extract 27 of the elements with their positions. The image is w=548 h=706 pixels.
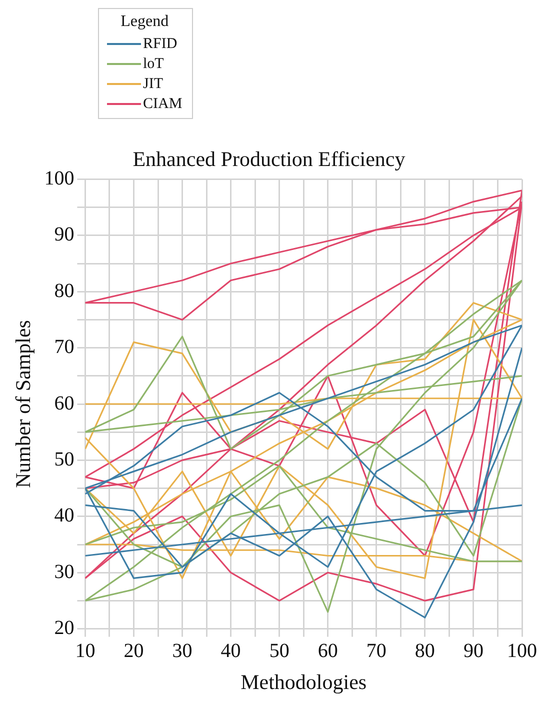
- x-tick-label: 70: [366, 640, 386, 662]
- chart-title: Enhanced Production Efficiency: [132, 147, 406, 172]
- y-tick-label: 80: [54, 280, 74, 302]
- y-tick-label: 40: [54, 504, 74, 527]
- y-tick-label: 100: [44, 167, 74, 190]
- legend-label: loT: [143, 56, 164, 72]
- x-tick-label: 20: [124, 640, 144, 662]
- legend-label: CIAM: [143, 96, 182, 112]
- x-tick-label: 60: [318, 640, 338, 662]
- legend-label: RFID: [143, 36, 178, 52]
- legend-title: Legend: [120, 13, 170, 31]
- x-tick-label: 100: [507, 640, 537, 662]
- y-tick-label: 90: [54, 224, 74, 246]
- x-tick-label: 40: [220, 640, 241, 662]
- y-tick-label: 70: [54, 336, 74, 358]
- x-tick-label: 10: [75, 640, 96, 662]
- x-tick-label: 30: [172, 640, 192, 662]
- y-tick-label: 30: [54, 560, 74, 583]
- y-tick-label: 20: [54, 617, 74, 640]
- x-tick-label: 80: [414, 640, 435, 662]
- x-tick-label: 90: [463, 640, 484, 662]
- y-tick-label: 60: [54, 392, 74, 414]
- y-tick-label: 50: [54, 448, 74, 470]
- y-axis-title: Number of Samples: [11, 320, 36, 488]
- x-axis-title: Methodologies: [240, 670, 367, 694]
- legend-label: JIT: [143, 76, 163, 92]
- x-tick-label: 50: [269, 640, 290, 662]
